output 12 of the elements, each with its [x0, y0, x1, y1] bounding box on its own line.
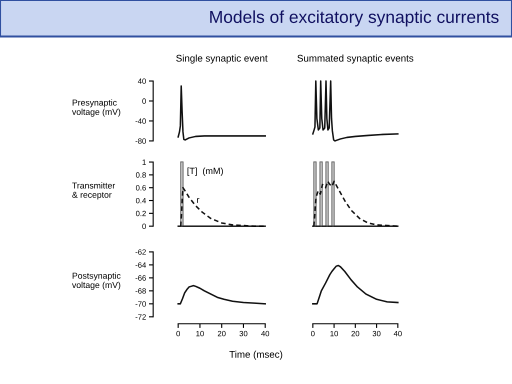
y-axis-title: Postsynaptic voltage (mV): [72, 272, 121, 290]
text: Models of excitatory synaptic currents: [210, 10, 499, 27]
y-axis-title: Presynaptic voltage (mV): [72, 99, 120, 117]
chart-title: Single synaptic event: [176, 54, 268, 64]
x-axis-title: Time (msec): [229, 350, 282, 360]
line-series: [180, 186, 266, 227]
annotation: r: [197, 198, 200, 203]
line-series: [177, 284, 266, 305]
chart-title: Summated synaptic events: [297, 54, 414, 64]
y-axis-title: Transmitter & receptor: [72, 182, 116, 200]
line-series: [177, 85, 266, 141]
annotation: [T] (mM): [188, 167, 223, 176]
